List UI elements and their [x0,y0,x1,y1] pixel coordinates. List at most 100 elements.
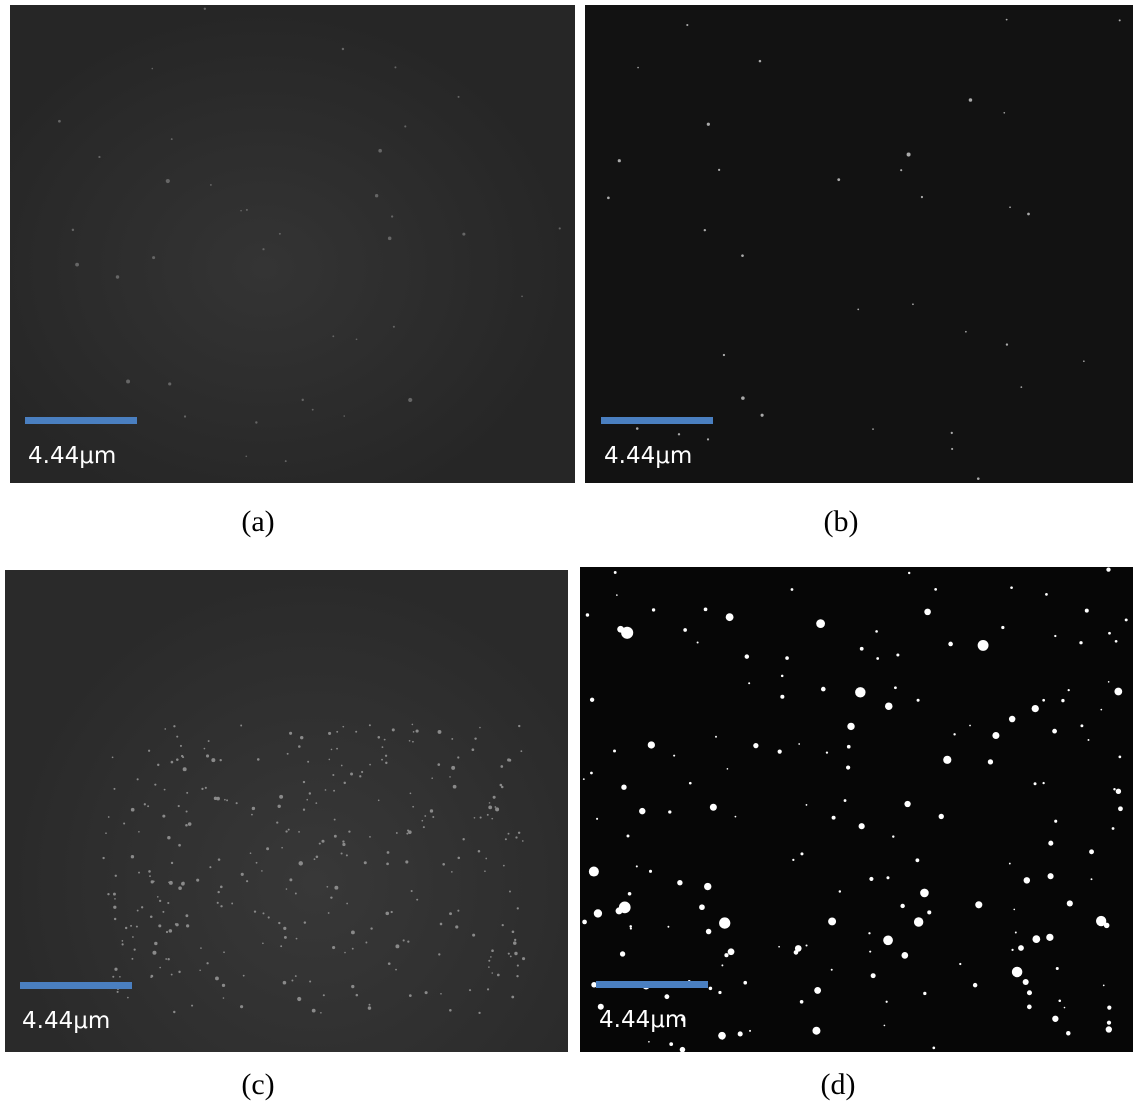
particle [312,409,314,411]
particle [150,915,153,918]
particle [697,641,699,643]
particle [341,765,343,767]
particle [1106,1026,1112,1032]
particle [1048,841,1053,846]
particle [175,923,178,926]
particle [385,755,387,757]
particle [369,836,371,838]
particle [648,1041,650,1043]
particle [1015,932,1017,934]
particle [973,983,977,987]
particle [614,571,617,574]
particle [965,331,967,333]
particle [112,976,114,978]
particle [240,210,242,212]
particle [628,892,632,896]
particle [745,654,749,658]
particle [709,987,712,990]
particle [328,732,331,735]
particle [821,687,826,692]
particle [704,607,708,611]
particle [127,997,129,999]
particle [792,859,794,861]
particle [721,964,723,966]
particle [291,980,293,982]
particle [342,726,344,728]
particle [1091,878,1093,880]
particle [1058,1000,1061,1003]
particle [125,927,127,929]
particle [158,924,161,927]
particle [969,98,973,102]
particle [157,764,159,766]
particle [487,814,489,816]
particle [309,792,311,794]
particle [391,215,393,217]
particle [886,1001,888,1003]
particle [285,830,287,832]
particle [284,936,287,939]
particle [180,745,182,747]
particle [303,809,305,811]
particle [393,326,395,328]
particle [330,896,332,898]
particle [113,788,115,790]
particle [406,833,408,835]
particle [364,861,367,864]
particle [480,816,482,818]
particle [431,777,433,779]
particle [1108,681,1110,683]
particle [222,984,225,987]
particle [1042,782,1044,784]
particle [416,899,418,901]
particle [583,778,585,780]
particle [522,840,524,842]
particle [332,335,334,337]
particle [134,949,136,951]
scale-label: 4.44μm [22,1008,110,1034]
particle [240,1005,243,1008]
particle [355,731,357,733]
particle [173,725,175,727]
particle [977,477,980,480]
particle [689,782,692,785]
particle [359,775,361,777]
particle [141,906,143,908]
particle [800,852,803,855]
particle [251,814,253,816]
particle [215,976,219,980]
particle [341,852,343,854]
particle [382,746,384,748]
particle [159,967,161,969]
particle [246,880,248,882]
particle [509,891,511,893]
particle [167,902,169,904]
particle [1089,849,1094,854]
particle [839,890,841,892]
particle [474,817,476,819]
particle [375,194,378,197]
particle [988,759,993,764]
particle [164,728,166,730]
particle [178,971,180,973]
particle [346,854,348,856]
particle [130,925,132,927]
particle [923,992,926,995]
particle [781,675,784,678]
particle [1108,632,1111,635]
particle [669,1042,673,1046]
particle [138,831,140,833]
particle [1107,1021,1111,1025]
particle [805,944,807,946]
particle [72,229,74,231]
particle [510,956,512,958]
particle [718,169,720,171]
particle [1112,827,1115,830]
particle [252,807,255,810]
particle [262,942,264,944]
particle [395,969,397,971]
particle [636,427,639,430]
particle [846,765,850,769]
particle [356,338,358,340]
particle [1106,567,1110,571]
